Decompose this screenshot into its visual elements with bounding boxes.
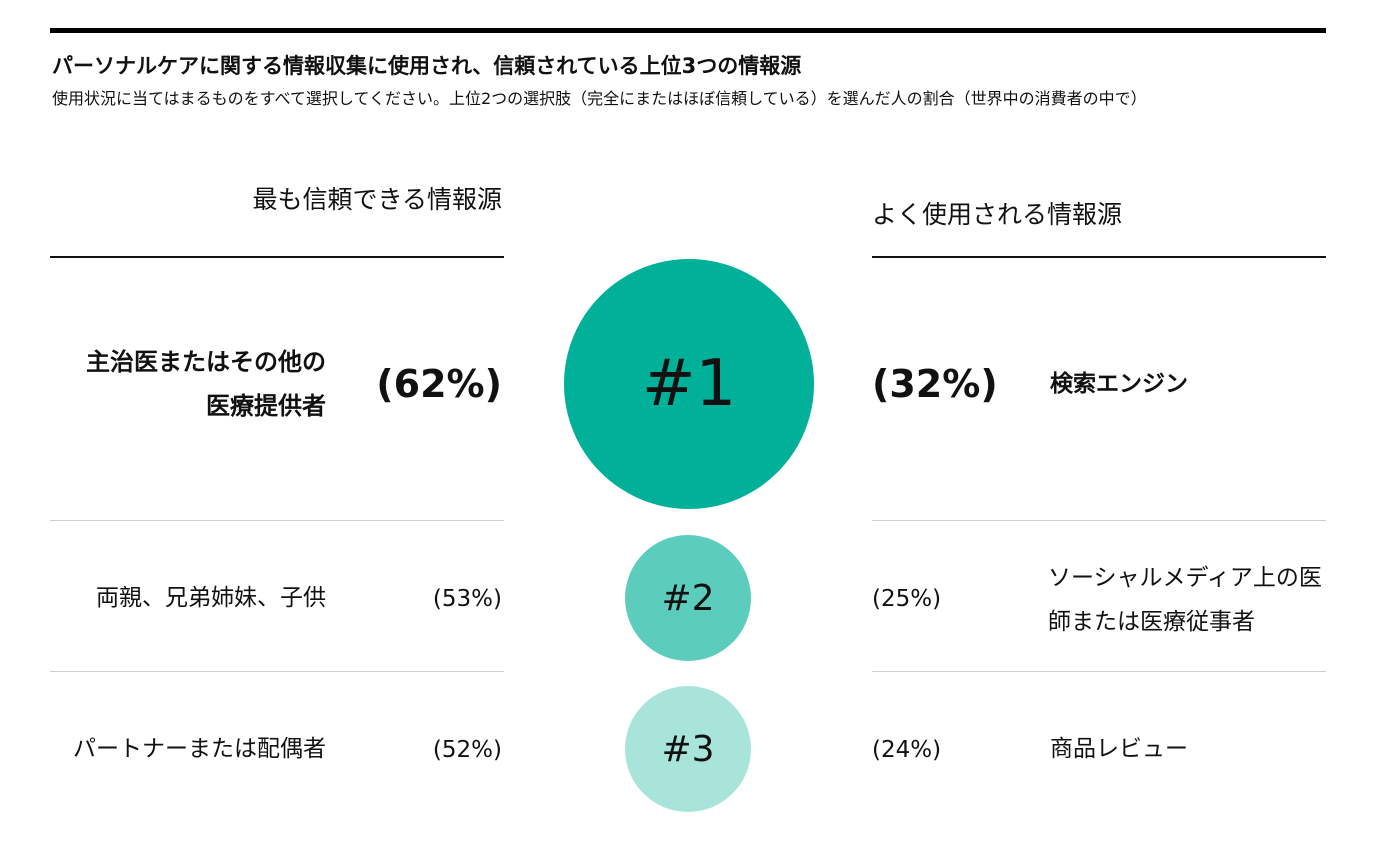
trusted-row-divider-2 — [50, 671, 504, 672]
trusted-row-divider-1 — [50, 520, 504, 521]
trusted-3-label: パートナーまたは配偶者 — [73, 736, 326, 762]
chart-subtitle: 使用状況に当てはまるものをすべて選択してください。上位2つの選択肢（完全にまたは… — [52, 89, 1147, 108]
used-2-label: ソーシャルメディア上の医師または医療従事者 — [1048, 565, 1322, 635]
rank-2-label: #2 — [661, 577, 715, 619]
used-1-label: 検索エンジン — [1050, 371, 1188, 397]
used-3-value: (24%) — [872, 737, 942, 763]
trusted-column-heading: 最も信頼できる情報源 — [252, 185, 502, 214]
trusted-2-value: (53%) — [432, 586, 502, 612]
rank-3-circle: #3 — [625, 686, 751, 812]
trusted-1-value: (62%) — [376, 362, 502, 406]
rank-3-label: #3 — [661, 728, 715, 770]
used-row-divider-2 — [872, 671, 1326, 672]
used-2-value: (25%) — [872, 586, 942, 612]
rank-2-circle: #2 — [625, 535, 751, 661]
used-heading-rule — [872, 256, 1326, 258]
trusted-heading-rule — [50, 256, 504, 258]
used-row-divider-1 — [872, 520, 1326, 521]
top-rule — [50, 28, 1326, 33]
trusted-2-label: 両親、兄弟姉妹、子供 — [96, 585, 326, 611]
used-column-heading: よく使用される情報源 — [872, 200, 1123, 229]
used-1-value: (32%) — [872, 362, 998, 406]
trusted-1-label: 主治医またはその他の医療提供者 — [86, 348, 326, 420]
trusted-3-value: (52%) — [432, 737, 502, 763]
rank-1-circle: #1 — [564, 259, 814, 509]
rank-1-label: #1 — [641, 347, 737, 421]
used-3-label: 商品レビュー — [1050, 736, 1188, 762]
chart-title: パーソナルケアに関する情報収集に使用され、信頼されている上位3つの情報源 — [52, 54, 802, 78]
